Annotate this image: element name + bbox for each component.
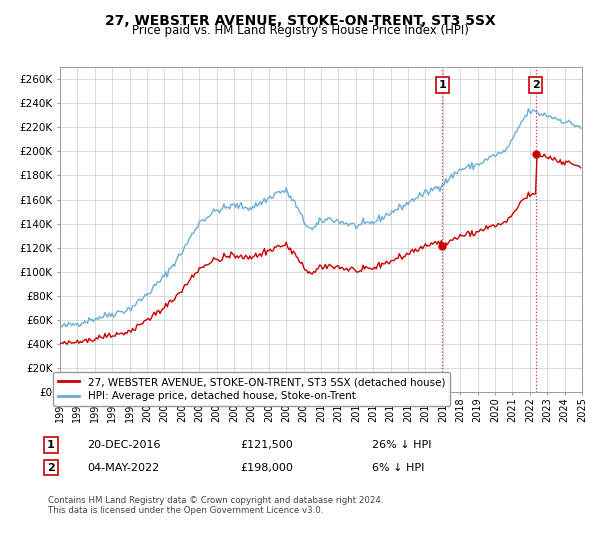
Text: 27, WEBSTER AVENUE, STOKE-ON-TRENT, ST3 5SX: 27, WEBSTER AVENUE, STOKE-ON-TRENT, ST3 … bbox=[104, 14, 496, 28]
Text: 26% ↓ HPI: 26% ↓ HPI bbox=[372, 440, 431, 450]
Text: 2: 2 bbox=[47, 463, 55, 473]
Text: 6% ↓ HPI: 6% ↓ HPI bbox=[372, 463, 424, 473]
Text: 1: 1 bbox=[439, 80, 446, 90]
Text: Price paid vs. HM Land Registry's House Price Index (HPI): Price paid vs. HM Land Registry's House … bbox=[131, 24, 469, 37]
Text: 1: 1 bbox=[47, 440, 55, 450]
Legend: 27, WEBSTER AVENUE, STOKE-ON-TRENT, ST3 5SX (detached house), HPI: Average price: 27, WEBSTER AVENUE, STOKE-ON-TRENT, ST3 … bbox=[53, 372, 450, 407]
Text: £198,000: £198,000 bbox=[240, 463, 293, 473]
Text: 20-DEC-2016: 20-DEC-2016 bbox=[87, 440, 161, 450]
Text: 2: 2 bbox=[532, 80, 539, 90]
Text: £121,500: £121,500 bbox=[240, 440, 293, 450]
Text: Contains HM Land Registry data © Crown copyright and database right 2024.
This d: Contains HM Land Registry data © Crown c… bbox=[48, 496, 383, 515]
Text: 04-MAY-2022: 04-MAY-2022 bbox=[87, 463, 159, 473]
